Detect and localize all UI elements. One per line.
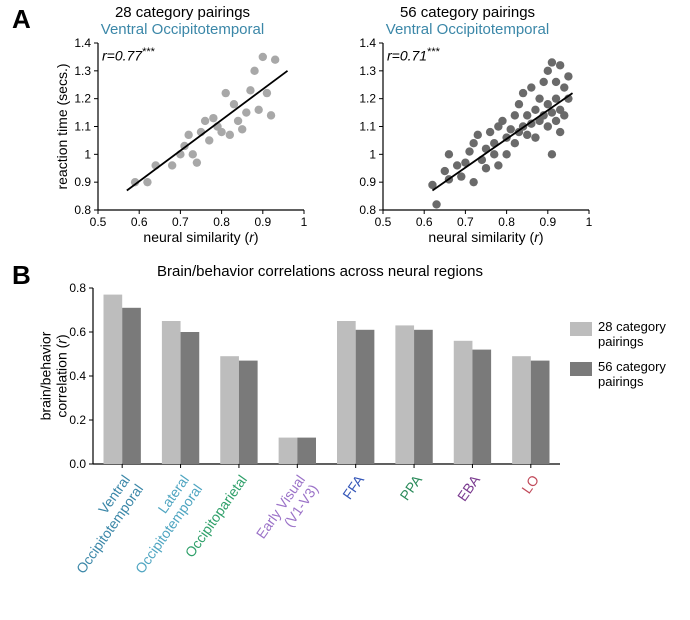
svg-text:brain/behaviorcorrelation (r): brain/behaviorcorrelation (r) — [38, 331, 70, 420]
scatter-left-title: 28 category pairings — [55, 4, 310, 21]
svg-text:0.7: 0.7 — [457, 215, 474, 229]
svg-text:1.1: 1.1 — [359, 120, 376, 134]
svg-text:1.4: 1.4 — [74, 38, 91, 50]
svg-text:neural similarity (r): neural similarity (r) — [428, 229, 543, 245]
r-value: r=0.77 — [102, 48, 142, 64]
r-value: r=0.71 — [387, 48, 427, 64]
legend-swatch — [570, 362, 592, 376]
svg-text:0.0: 0.0 — [69, 457, 86, 471]
svg-text:0.9: 0.9 — [74, 175, 91, 189]
svg-text:1.4: 1.4 — [359, 38, 376, 50]
legend-swatch — [570, 322, 592, 336]
bar-region-label: Early Visual(V1-V3) — [253, 472, 321, 551]
svg-text:1.2: 1.2 — [74, 92, 91, 106]
svg-text:0.8: 0.8 — [359, 203, 376, 217]
legend-label: 56 category pairings — [598, 360, 666, 390]
svg-text:0.4: 0.4 — [69, 369, 86, 383]
svg-text:0.7: 0.7 — [172, 215, 189, 229]
scatter-left-plot: 0.5 0.6 0.7 0.8 0.9 1 0.8 0.9 1 1.1 1.2 1.3 1.4 neura… — [55, 38, 310, 248]
svg-text:1: 1 — [301, 215, 308, 229]
svg-text:0.6: 0.6 — [69, 325, 86, 339]
svg-text:0.8: 0.8 — [74, 203, 91, 217]
r-stars: *** — [427, 46, 440, 58]
legend-item: 56 category pairings — [570, 360, 666, 390]
svg-text:0.5: 0.5 — [375, 215, 392, 229]
scatter-right-subtitle: Ventral Occipitotemporal — [340, 21, 595, 38]
svg-text:neural similarity (r): neural similarity (r) — [143, 229, 258, 245]
panel-a-label: A — [12, 4, 31, 35]
svg-text:1: 1 — [84, 147, 91, 161]
svg-text:reaction time (secs.): reaction time (secs.) — [55, 63, 70, 189]
svg-text:0.8: 0.8 — [498, 215, 515, 229]
legend-label: 28 category pairings — [598, 320, 666, 350]
svg-text:1: 1 — [369, 147, 376, 161]
bar-chart-plot: 0.0 0.2 0.4 0.6 0.8 brain/behaviorcorrelation… — [38, 282, 568, 482]
svg-text:0.9: 0.9 — [359, 175, 376, 189]
svg-text:1: 1 — [586, 215, 593, 229]
svg-text:0.8: 0.8 — [213, 215, 230, 229]
bar-chart-container: 0.0 0.2 0.4 0.6 0.8 brain/behaviorcorrelation… — [38, 282, 568, 612]
panel-b-label: B — [12, 260, 31, 291]
scatter-right: 56 category pairings Ventral Occipitotem… — [340, 4, 595, 248]
scatter-right-plot: 0.5 0.6 0.7 0.8 0.9 1 0.8 0.9 1 1.1 1.2 1.3 1.4 neura… — [340, 38, 595, 248]
svg-text:1.1: 1.1 — [74, 120, 91, 134]
svg-text:0.9: 0.9 — [254, 215, 271, 229]
panel-b-title: Brain/behavior correlations across neura… — [90, 263, 550, 280]
svg-text:1.3: 1.3 — [359, 64, 376, 78]
scatter-left-subtitle: Ventral Occipitotemporal — [55, 21, 310, 38]
svg-text:1.3: 1.3 — [74, 64, 91, 78]
scatter-left-r: r=0.77*** — [102, 46, 155, 64]
svg-text:0.8: 0.8 — [69, 282, 86, 295]
svg-text:0.6: 0.6 — [416, 215, 433, 229]
svg-text:0.2: 0.2 — [69, 413, 86, 427]
svg-text:0.5: 0.5 — [90, 215, 107, 229]
legend-item: 28 category pairings — [570, 320, 666, 350]
scatter-right-title: 56 category pairings — [340, 4, 595, 21]
r-stars: *** — [142, 46, 155, 58]
svg-text:0.9: 0.9 — [539, 215, 556, 229]
scatter-left: 28 category pairings Ventral Occipitotem… — [55, 4, 310, 248]
scatter-right-r: r=0.71*** — [387, 46, 440, 64]
svg-text:1.2: 1.2 — [359, 92, 376, 106]
legend: 28 category pairings 56 category pairings — [570, 320, 666, 400]
svg-text:0.6: 0.6 — [131, 215, 148, 229]
